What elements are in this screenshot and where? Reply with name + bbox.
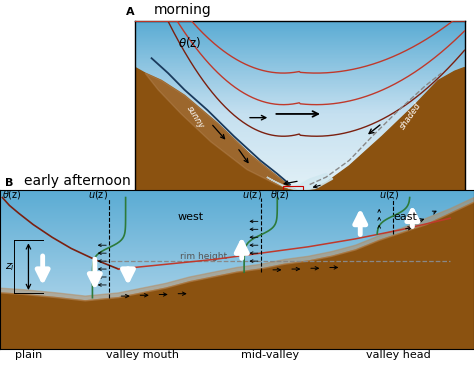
Polygon shape	[0, 202, 474, 349]
Text: $\theta$(z): $\theta$(z)	[2, 188, 22, 201]
Text: B: B	[5, 178, 13, 188]
Text: early afternoon: early afternoon	[24, 173, 130, 188]
Text: shaded: shaded	[399, 101, 424, 131]
Text: valley head: valley head	[366, 350, 430, 360]
Text: mid-valley: mid-valley	[241, 350, 299, 360]
Text: valley mouth: valley mouth	[106, 350, 179, 360]
Text: plain: plain	[15, 350, 42, 360]
Text: $\theta$(z): $\theta$(z)	[270, 188, 290, 201]
Text: west: west	[178, 212, 204, 222]
Polygon shape	[145, 73, 300, 192]
Text: $u$(z): $u$(z)	[242, 188, 262, 201]
Polygon shape	[135, 67, 465, 207]
Bar	[283, 187, 303, 194]
Text: $\theta$(z): $\theta$(z)	[178, 35, 201, 50]
Text: $u$(z): $u$(z)	[88, 188, 108, 201]
Text: sunny: sunny	[184, 105, 205, 131]
Text: A: A	[126, 7, 134, 17]
Text: $u$(z): $u$(z)	[379, 188, 399, 201]
Polygon shape	[0, 198, 474, 301]
Text: rim height: rim height	[180, 252, 227, 261]
Polygon shape	[267, 173, 333, 191]
Text: east: east	[393, 212, 417, 222]
Text: $z_i$: $z_i$	[5, 261, 15, 273]
Text: morning: morning	[154, 3, 212, 17]
